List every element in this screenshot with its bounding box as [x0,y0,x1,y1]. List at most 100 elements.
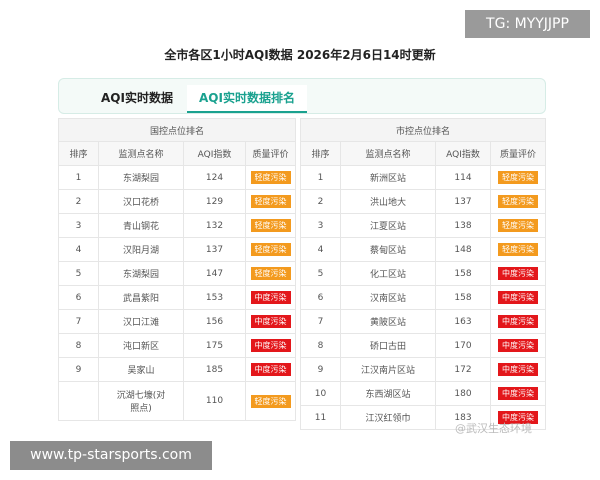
status-badge: 轻度污染 [498,195,538,208]
table-row: 1 新洲区站 114 轻度污染 [300,165,546,190]
table-row: 1 东湖梨园 124 轻度污染 [58,165,296,190]
cell: 中度污染 [490,405,546,430]
status-badge: 轻度污染 [250,267,291,280]
watermark: www.tp-starsports.com [10,441,212,470]
cell: 153 [183,285,246,310]
cell: 轻度污染 [490,213,546,238]
cell: 175 [183,333,246,358]
tab[interactable]: AQI实时数据 [101,91,173,105]
column-header-row: 排序 监测点名称 AQI指数 质量评价 [300,141,546,166]
status-badge: 中度污染 [498,315,538,328]
cell: 129 [183,189,246,214]
cell: 172 [435,357,491,382]
cell: 黄陂区站 [340,309,436,334]
cell: 青山钢花 [98,213,184,238]
cell: 138 [435,213,491,238]
cell: 1 [58,165,99,190]
cell: 137 [183,237,246,262]
cell: 汉口花桥 [98,189,184,214]
watermark: @武汉生态环境 [455,422,532,435]
status-badge: 中度污染 [498,363,538,376]
cell: 7 [58,309,99,334]
cell: 汉口江滩 [98,309,184,334]
cell: 170 [435,333,491,358]
cell: 江汉南片区站 [340,357,436,382]
cell: 148 [435,237,491,262]
column-header: AQI指数 [183,141,246,166]
status-badge: 轻度污染 [250,195,291,208]
table-heading: 国控点位排名 [58,118,296,142]
cell: 163 [435,309,491,334]
cell: 7 [300,309,341,334]
table-row: 7 汉口江滩 156 中度污染 [58,309,296,334]
cell: 158 [435,285,491,310]
cell: 132 [183,213,246,238]
table-row: 5 化工区站 158 中度污染 [300,261,546,286]
cell: 轻度污染 [490,237,546,262]
table-row: 10 东西湖区站 180 中度污染 [300,381,546,406]
cell: 轻度污染 [245,237,296,262]
cell: 沉湖七壕(对照点) [98,381,184,421]
cell: 吴家山 [98,357,184,382]
cell: 中度污染 [490,357,546,382]
cell: 1 [300,165,341,190]
column-header: 排序 [300,141,341,166]
table-heading-row: 国控点位排名 [58,118,296,142]
cell: 中度污染 [245,333,296,358]
status-badge: 轻度污染 [250,171,291,184]
table-row: 6 武昌紫阳 153 中度污染 [58,285,296,310]
cell: 沌口新区 [98,333,184,358]
cell: 硚口古田 [340,333,436,358]
cell: 中度污染 [245,285,296,310]
cell: 137 [435,189,491,214]
column-header: 监测点名称 [98,141,184,166]
cell: 185 [183,357,246,382]
table-row: 沉湖七壕(对照点) 110 轻度污染 [58,381,296,421]
tab-active[interactable]: AQI实时数据排名 [187,85,307,113]
cell: 158 [435,261,491,286]
cell: 东西湖区站 [340,381,436,406]
cell: 11 [300,405,341,430]
column-header: 监测点名称 [340,141,436,166]
table-row: 8 硚口古田 170 中度污染 [300,333,546,358]
cell: 中度污染 [245,309,296,334]
cell: 江夏区站 [340,213,436,238]
cell: 东湖梨园 [98,261,184,286]
cell: 洪山地大 [340,189,436,214]
cell: 183 [435,405,491,430]
cell: 9 [58,357,99,382]
table-row: 9 吴家山 185 中度污染 [58,357,296,382]
status-badge: 轻度污染 [250,219,291,232]
table-row: 4 蔡甸区站 148 轻度污染 [300,237,546,262]
status-badge: 轻度污染 [498,219,538,232]
table-row: 3 青山钢花 132 轻度污染 [58,213,296,238]
cell: 3 [58,213,99,238]
cell: 轻度污染 [245,165,296,190]
cell: 114 [435,165,491,190]
table-row: 4 汉阳月湖 137 轻度污染 [58,237,296,262]
cell: 中度污染 [490,285,546,310]
cell: 2 [58,189,99,214]
cell: 轻度污染 [245,381,296,421]
column-header: 质量评价 [490,141,546,166]
cell: 蔡甸区站 [340,237,436,262]
cell: 4 [58,237,99,262]
status-badge: 中度污染 [250,315,291,328]
column-header: AQI指数 [435,141,491,166]
status-badge: 中度污染 [250,291,291,304]
status-badge: 轻度污染 [250,243,291,256]
cell: 147 [183,261,246,286]
column-header: 质量评价 [245,141,296,166]
cell: 轻度污染 [245,213,296,238]
cell: 110 [183,381,246,421]
cell: 10 [300,381,341,406]
table-row: 3 江夏区站 138 轻度污染 [300,213,546,238]
table-heading: 市控点位排名 [300,118,546,142]
cell: 156 [183,309,246,334]
cell: 中度污染 [490,333,546,358]
watermark: TG: MYYJJPP [465,10,590,38]
cell: 轻度污染 [490,189,546,214]
table-heading-row: 市控点位排名 [300,118,546,142]
table-row: 2 汉口花桥 129 轻度污染 [58,189,296,214]
status-badge: 中度污染 [498,387,538,400]
